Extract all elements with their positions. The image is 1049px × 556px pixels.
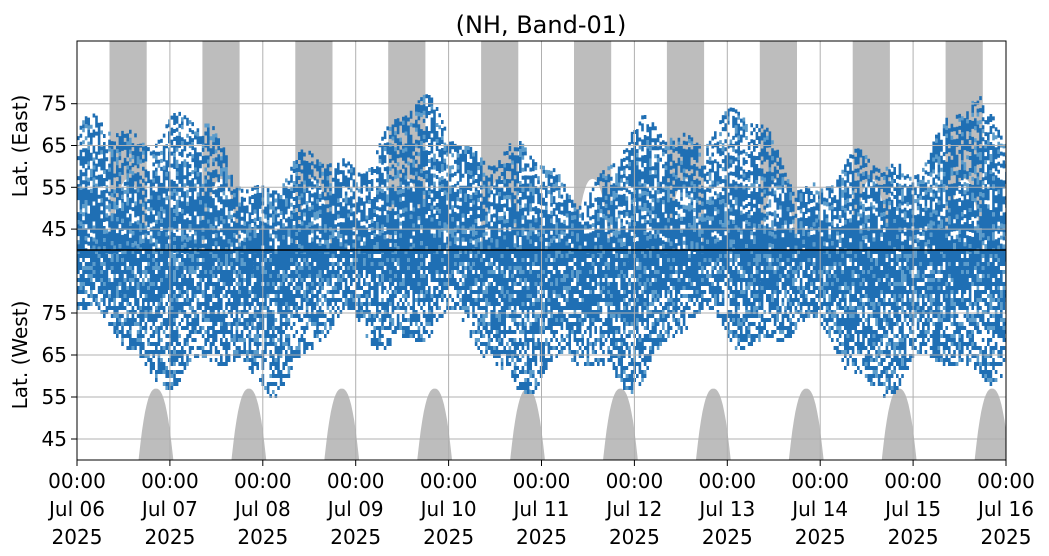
y-axis-label-east: Lat. (East) bbox=[8, 95, 32, 198]
x-tick-label-time: 00:00 bbox=[234, 469, 292, 493]
x-tick-label-date: Jul 14 bbox=[790, 497, 848, 521]
x-tick-label-year: 2025 bbox=[795, 525, 846, 549]
daylight-west-region bbox=[974, 388, 1006, 460]
y-tick-label-west: 75 bbox=[42, 301, 67, 325]
y-axis-ticks: 45 55 65 75 75 65 55 45 bbox=[42, 92, 77, 451]
daylight-east-region bbox=[852, 41, 890, 263]
weak-signal-cells bbox=[77, 94, 1006, 394]
plot-inner bbox=[77, 41, 1006, 460]
x-tick-label-date: Jul 06 bbox=[47, 497, 105, 521]
chart-title: (NH, Band-01) bbox=[456, 11, 627, 39]
x-tick-label-date: Jul 11 bbox=[512, 497, 570, 521]
daylight-west-region bbox=[881, 388, 917, 460]
daylight-east-region bbox=[574, 41, 612, 263]
x-tick-label-year: 2025 bbox=[237, 525, 288, 549]
y-tick-label-west: 45 bbox=[42, 427, 67, 451]
x-tick-label-date: Jul 07 bbox=[140, 497, 198, 521]
daylight-west-region bbox=[510, 388, 545, 460]
x-tick-label-year: 2025 bbox=[609, 525, 660, 549]
x-tick-label-year: 2025 bbox=[981, 525, 1032, 549]
daylight-west-region bbox=[788, 388, 824, 460]
x-tick-label-year: 2025 bbox=[330, 525, 381, 549]
x-tick-label-date: Jul 09 bbox=[326, 497, 384, 521]
x-tick-label-time: 00:00 bbox=[884, 469, 942, 493]
x-tick-label-time: 00:00 bbox=[48, 469, 106, 493]
daylight-regions bbox=[109, 41, 1006, 460]
x-tick-label-year: 2025 bbox=[144, 525, 195, 549]
x-tick-label-year: 2025 bbox=[52, 525, 103, 549]
x-tick-label-date: Jul 10 bbox=[419, 497, 477, 521]
x-tick-label-date: Jul 12 bbox=[604, 497, 662, 521]
y-tick-label-east: 75 bbox=[42, 92, 67, 116]
x-tick-label-time: 00:00 bbox=[513, 469, 571, 493]
y-tick-label-east: 65 bbox=[42, 134, 67, 158]
x-tick-label-time: 00:00 bbox=[420, 469, 478, 493]
x-tick-label-time: 00:00 bbox=[141, 469, 199, 493]
x-axis-ticks: 00:00 Jul 06 2025 00:00 Jul 07 2025 00:00 Jul 0… bbox=[47, 460, 1035, 549]
y-tick-label-east: 55 bbox=[42, 175, 67, 199]
x-tick-label-year: 2025 bbox=[516, 525, 567, 549]
daylight-west-region bbox=[695, 388, 731, 460]
x-tick-label-year: 2025 bbox=[702, 525, 753, 549]
daylight-east-region bbox=[481, 41, 519, 263]
daylight-east-region bbox=[945, 41, 983, 263]
x-tick-label-year: 2025 bbox=[423, 525, 474, 549]
x-tick-label-date: Jul 13 bbox=[697, 497, 755, 521]
y-axis-label-west: Lat. (West) bbox=[8, 301, 32, 410]
x-tick-label-date: Jul 08 bbox=[233, 497, 291, 521]
daylight-west-region bbox=[231, 388, 267, 460]
x-tick-label-date: Jul 15 bbox=[883, 497, 941, 521]
x-tick-label-time: 00:00 bbox=[698, 469, 756, 493]
daylight-west-region bbox=[324, 388, 360, 460]
x-tick-label-time: 00:00 bbox=[791, 469, 849, 493]
x-tick-label-date: Jul 16 bbox=[976, 497, 1034, 521]
x-tick-label-time: 00:00 bbox=[977, 469, 1035, 493]
plot-area bbox=[76, 40, 1007, 461]
x-tick-label-year: 2025 bbox=[888, 525, 939, 549]
x-tick-label-time: 00:00 bbox=[327, 469, 385, 493]
y-tick-label-west: 55 bbox=[42, 385, 67, 409]
daylight-west-region bbox=[417, 388, 453, 460]
daylight-west-region bbox=[603, 388, 638, 460]
x-tick-label-time: 00:00 bbox=[606, 469, 664, 493]
y-tick-label-east: 45 bbox=[42, 217, 67, 241]
daylight-west-region bbox=[138, 388, 174, 460]
y-tick-label-west: 65 bbox=[42, 343, 67, 367]
daylight-east-region bbox=[295, 41, 333, 263]
